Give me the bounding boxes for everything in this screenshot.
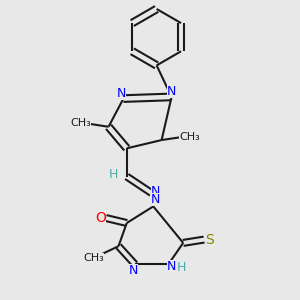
Text: N: N <box>117 87 127 100</box>
Text: N: N <box>150 193 160 206</box>
Text: H: H <box>177 261 186 274</box>
Text: CH₃: CH₃ <box>83 253 104 263</box>
Text: CH₃: CH₃ <box>70 118 91 128</box>
Text: N: N <box>129 264 138 277</box>
Text: N: N <box>151 185 160 198</box>
Text: O: O <box>95 211 106 225</box>
Text: S: S <box>205 232 214 247</box>
Text: N: N <box>167 85 176 98</box>
Text: H: H <box>109 168 118 182</box>
Text: N: N <box>167 260 176 273</box>
Text: CH₃: CH₃ <box>179 132 200 142</box>
